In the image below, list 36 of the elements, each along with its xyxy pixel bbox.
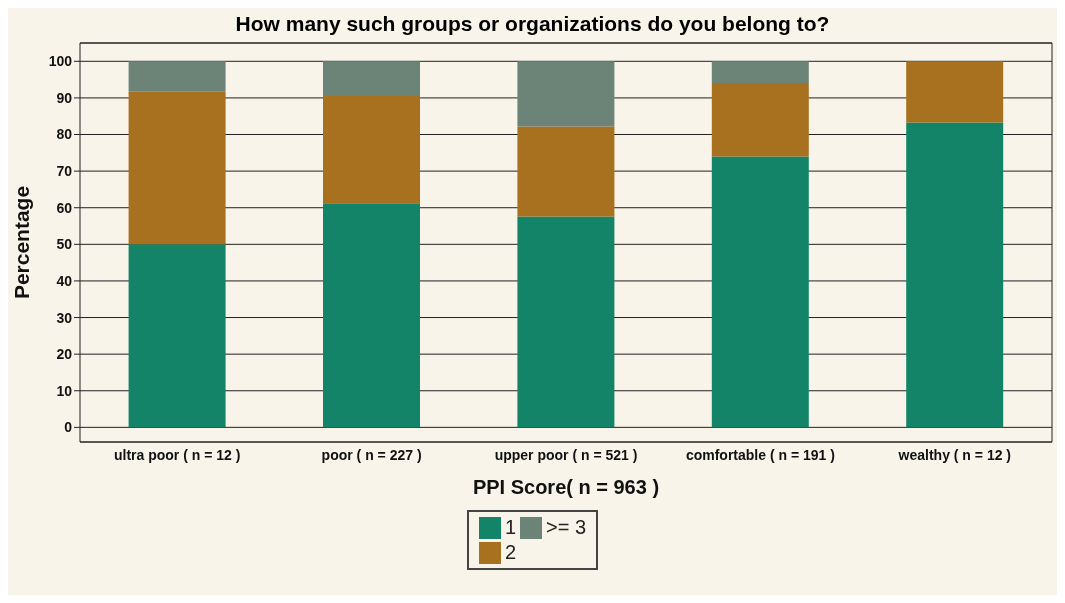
bar xyxy=(517,216,615,428)
legend-label: 2 xyxy=(504,541,517,564)
bar xyxy=(323,203,420,428)
x-tick-label: ultra poor ( n = 12 ) xyxy=(114,446,241,463)
bar xyxy=(517,126,615,217)
y-tick-label: 70 xyxy=(56,163,73,180)
bar xyxy=(906,61,1004,123)
legend-label: 1 xyxy=(504,516,517,539)
chart-title: How many such groups or organizations do you belong to? xyxy=(234,11,831,37)
bar xyxy=(711,156,809,428)
bar xyxy=(323,96,420,204)
bar xyxy=(128,91,226,245)
y-tick-label: 10 xyxy=(56,382,73,399)
bar xyxy=(323,61,420,97)
bar xyxy=(711,82,809,157)
bar xyxy=(128,244,226,428)
x-tick-label: poor ( n = 227 ) xyxy=(321,446,422,463)
legend-label: >= 3 xyxy=(546,516,587,539)
y-tick-label: 100 xyxy=(48,53,73,70)
x-axis-title: PPI Score( n = 963 ) xyxy=(472,476,660,498)
x-tick-label: upper poor ( n = 521 ) xyxy=(494,446,638,463)
bar xyxy=(128,61,226,92)
bar xyxy=(711,61,809,83)
y-tick-label: 60 xyxy=(56,199,73,216)
x-tick-label: wealthy ( n = 12 ) xyxy=(897,446,1012,463)
y-axis-title: Percentage xyxy=(10,185,34,300)
bar xyxy=(906,122,1004,428)
x-tick-label: comfortable ( n = 191 ) xyxy=(685,446,835,463)
y-tick-label: 90 xyxy=(56,89,73,106)
y-tick-label: 50 xyxy=(56,236,73,253)
bar xyxy=(517,61,615,127)
y-tick-label: 30 xyxy=(56,309,73,326)
y-tick-label: 80 xyxy=(56,126,73,143)
y-tick-label: 40 xyxy=(56,272,73,289)
y-tick-label: 0 xyxy=(64,419,73,436)
y-tick-label: 20 xyxy=(56,346,73,363)
